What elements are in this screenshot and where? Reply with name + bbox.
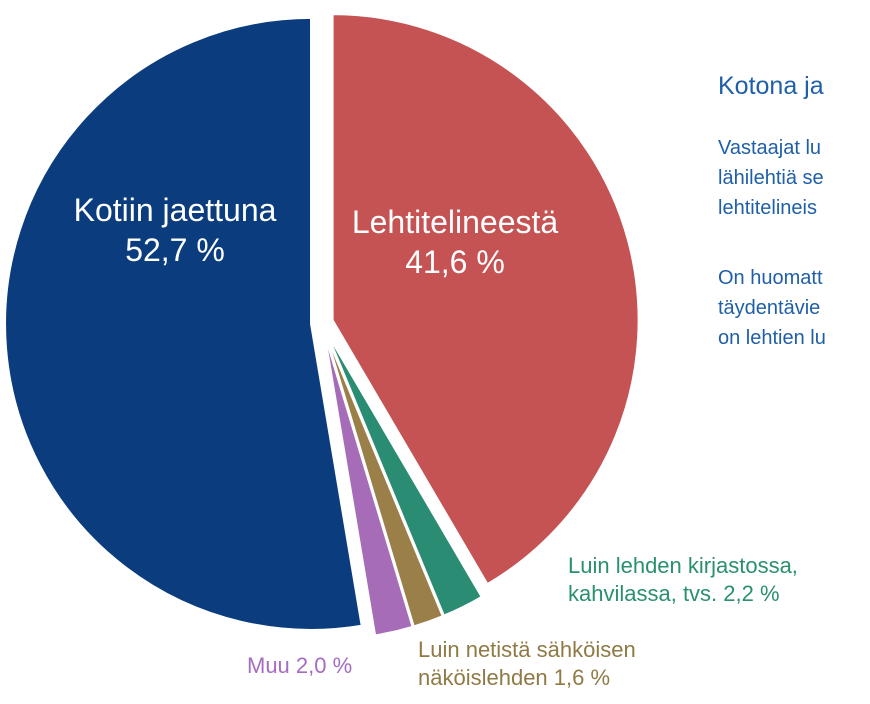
value-label: 52,7 %	[125, 232, 225, 268]
slice-label: Kotiin jaettuna 52,7 %	[35, 190, 315, 270]
slice-label: Lehtitelineestä 41,6 %	[335, 202, 575, 282]
text: lehtitelineis	[718, 197, 817, 219]
text: lähilehtiä se	[718, 167, 824, 189]
value-label: 2,0 %	[295, 653, 353, 678]
value-label: 1,6 %	[553, 664, 611, 690]
side-text-line: Vastaajat lu	[718, 137, 821, 160]
pie-slice	[325, 332, 484, 617]
slice-label: Luin netistä sähköisen näköislehden 1,6 …	[418, 636, 678, 691]
side-text-line: on lehtien lu	[718, 327, 826, 350]
category-label: Luin netistä sähköisen näköislehden	[418, 637, 636, 690]
category-label: Kotiin jaettuna	[73, 192, 277, 228]
side-text-line: lehtitelineis	[718, 197, 817, 220]
pie-slice	[323, 333, 414, 637]
category-label: Muu	[247, 653, 290, 678]
pie-slice	[4, 16, 363, 631]
value-label: 2,2 %	[723, 580, 780, 606]
side-heading: Kotona ja	[718, 72, 824, 100]
slice-label: Luin lehden kirjastossa, kahvilassa, tvs…	[568, 552, 870, 607]
text: täydentävie	[718, 297, 821, 319]
text: on lehtien lu	[718, 327, 826, 349]
side-text-line: On huomatt	[718, 267, 823, 290]
slice-label: Muu 2,0 %	[247, 652, 407, 680]
side-text-line: lähilehtiä se	[718, 167, 824, 190]
pie-slice	[324, 332, 444, 628]
side-text-line: täydentävie	[718, 297, 820, 320]
category-label: Lehtitelineestä	[351, 204, 559, 240]
category-label: Luin lehden kirjastossa, kahvilassa, tvs…	[568, 553, 798, 606]
pie-slice	[331, 13, 640, 586]
text: On huomatt	[718, 267, 823, 289]
value-label: 41,6 %	[405, 244, 505, 280]
text: Vastaajat lu	[718, 137, 822, 159]
